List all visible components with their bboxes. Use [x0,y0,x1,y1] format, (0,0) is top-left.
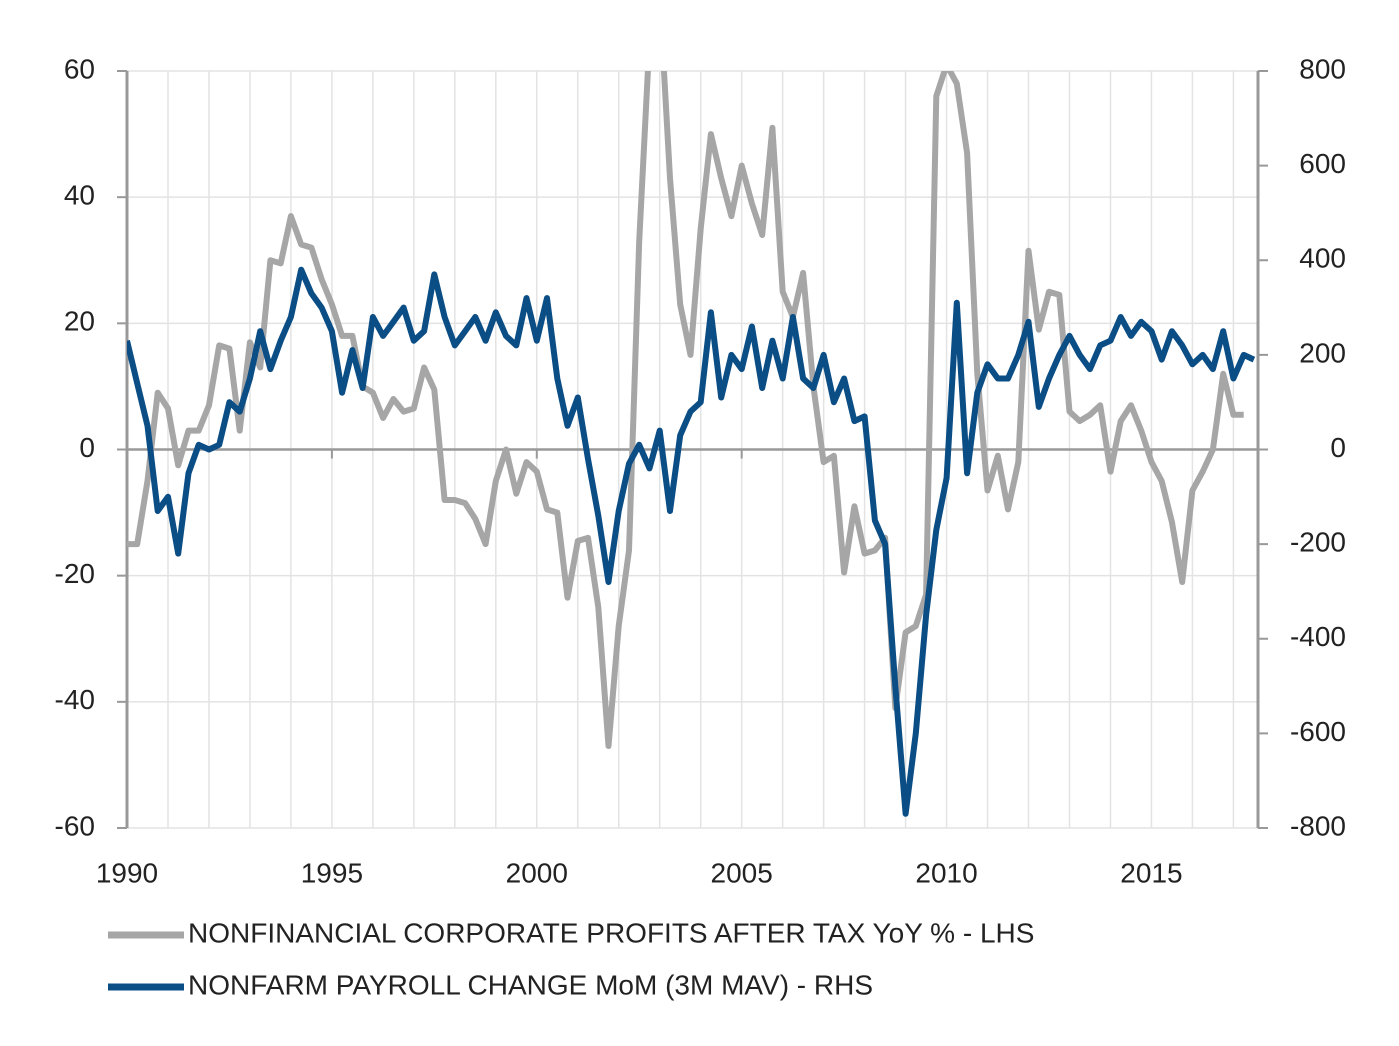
y2-tick-label: -200 [1290,527,1346,558]
y-tick-label: 20 [64,306,95,337]
y-tick-label: 40 [64,180,95,211]
y2-tick-label: 800 [1299,53,1346,84]
y2-tick-label: -600 [1290,716,1346,747]
series-line [127,71,1244,749]
x-tick-label: 2000 [506,857,568,888]
x-tick-label: 2010 [915,857,977,888]
legend-label: NONFARM PAYROLL CHANGE MoM (3M MAV) - RH… [188,969,873,1000]
x-tick-label: 1995 [301,857,363,888]
y-tick-label: 0 [79,432,95,463]
y2-tick-label: 200 [1299,337,1346,368]
legend-label: NONFINANCIAL CORPORATE PROFITS AFTER TAX… [188,917,1034,948]
x-tick-label: 2005 [711,857,773,888]
y2-tick-label: -800 [1290,810,1346,841]
y-tick-label: 60 [64,53,95,84]
y2-tick-label: -400 [1290,621,1346,652]
y-tick-label: -60 [55,810,95,841]
y2-tick-label: 600 [1299,148,1346,179]
series-line [127,266,1256,817]
y2-tick-label: 0 [1330,432,1346,463]
y2-tick-label: 400 [1299,243,1346,274]
y-tick-label: -20 [55,558,95,589]
plot-area [127,71,1256,817]
x-tick-label: 2015 [1120,857,1182,888]
y-tick-label: -40 [55,684,95,715]
x-tick-label: 1990 [96,857,158,888]
